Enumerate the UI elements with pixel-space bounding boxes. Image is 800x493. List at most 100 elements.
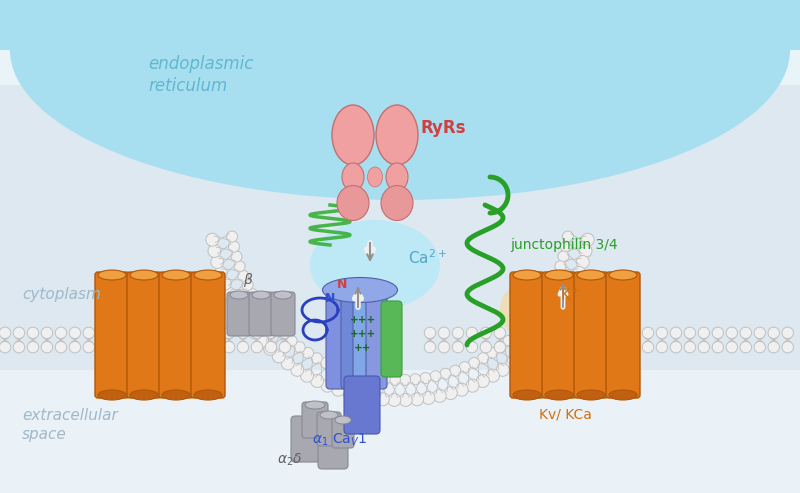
FancyBboxPatch shape: [606, 272, 640, 398]
Circle shape: [410, 374, 421, 385]
Circle shape: [496, 363, 510, 376]
Circle shape: [258, 306, 269, 317]
Circle shape: [311, 352, 322, 364]
Circle shape: [424, 327, 436, 339]
Circle shape: [562, 231, 574, 242]
Ellipse shape: [130, 270, 158, 280]
Circle shape: [265, 342, 277, 353]
Circle shape: [440, 368, 451, 379]
Ellipse shape: [10, 0, 790, 200]
Circle shape: [494, 342, 506, 353]
Circle shape: [531, 334, 544, 347]
Circle shape: [561, 241, 571, 252]
Circle shape: [628, 342, 640, 353]
Circle shape: [251, 342, 262, 353]
Text: $\alpha_1$ Ca$_V$1: $\alpha_1$ Ca$_V$1: [313, 432, 367, 448]
Circle shape: [251, 327, 262, 339]
Text: extracellular
space: extracellular space: [22, 408, 118, 442]
Text: $\alpha_2\delta$: $\alpha_2\delta$: [278, 452, 302, 468]
Circle shape: [684, 327, 695, 339]
Circle shape: [234, 307, 247, 320]
Circle shape: [27, 327, 38, 339]
FancyBboxPatch shape: [227, 292, 251, 336]
Circle shape: [495, 342, 506, 352]
Text: junctophilin 3/4: junctophilin 3/4: [510, 238, 618, 252]
Circle shape: [768, 327, 779, 339]
Circle shape: [238, 327, 249, 339]
Circle shape: [376, 393, 390, 406]
Circle shape: [684, 342, 695, 353]
Circle shape: [576, 255, 590, 269]
Circle shape: [422, 391, 435, 404]
Circle shape: [410, 393, 424, 406]
Ellipse shape: [194, 390, 222, 400]
Circle shape: [265, 327, 277, 339]
Circle shape: [754, 342, 766, 353]
Circle shape: [558, 298, 571, 311]
Circle shape: [223, 287, 236, 301]
Circle shape: [698, 327, 710, 339]
Circle shape: [290, 363, 304, 376]
Circle shape: [712, 342, 723, 353]
Circle shape: [476, 375, 490, 387]
Circle shape: [264, 314, 275, 325]
FancyBboxPatch shape: [381, 301, 402, 377]
Circle shape: [569, 277, 582, 290]
Circle shape: [278, 329, 290, 340]
Circle shape: [434, 389, 446, 402]
Text: K$^{+}$: K$^{+}$: [560, 286, 580, 304]
Circle shape: [365, 391, 378, 404]
Ellipse shape: [130, 390, 158, 400]
Circle shape: [238, 342, 249, 353]
FancyBboxPatch shape: [191, 272, 225, 398]
Circle shape: [330, 362, 341, 373]
FancyBboxPatch shape: [317, 412, 341, 446]
Circle shape: [0, 342, 10, 353]
Circle shape: [210, 327, 221, 339]
FancyBboxPatch shape: [510, 272, 544, 398]
Text: endoplasmic
reticulum: endoplasmic reticulum: [148, 55, 254, 95]
Ellipse shape: [513, 390, 541, 400]
Circle shape: [670, 327, 682, 339]
Circle shape: [282, 357, 294, 370]
FancyBboxPatch shape: [332, 417, 354, 448]
Circle shape: [514, 350, 528, 363]
Circle shape: [494, 327, 506, 339]
FancyBboxPatch shape: [318, 426, 348, 469]
Circle shape: [740, 327, 751, 339]
Ellipse shape: [609, 390, 637, 400]
Text: $\beta$: $\beta$: [242, 271, 254, 289]
Ellipse shape: [98, 270, 126, 280]
Circle shape: [342, 387, 356, 400]
Circle shape: [238, 270, 249, 282]
Text: ++: ++: [354, 343, 372, 353]
Circle shape: [359, 371, 370, 382]
Ellipse shape: [577, 270, 605, 280]
Ellipse shape: [609, 270, 637, 280]
Circle shape: [294, 342, 305, 352]
Circle shape: [564, 287, 577, 301]
Circle shape: [241, 317, 254, 330]
Circle shape: [768, 342, 779, 353]
Ellipse shape: [500, 275, 590, 345]
FancyBboxPatch shape: [341, 286, 362, 389]
Circle shape: [83, 327, 94, 339]
Circle shape: [248, 326, 261, 339]
Circle shape: [480, 342, 492, 353]
Circle shape: [55, 342, 66, 353]
Circle shape: [399, 393, 412, 406]
Circle shape: [712, 327, 723, 339]
Circle shape: [656, 327, 668, 339]
Circle shape: [452, 342, 464, 353]
Ellipse shape: [367, 167, 382, 187]
Circle shape: [581, 233, 594, 246]
Circle shape: [14, 327, 25, 339]
Circle shape: [420, 373, 431, 384]
Circle shape: [539, 326, 552, 339]
Ellipse shape: [310, 220, 440, 310]
Text: +++: +++: [350, 315, 376, 325]
FancyBboxPatch shape: [95, 272, 129, 398]
Circle shape: [782, 327, 794, 339]
Circle shape: [349, 368, 360, 379]
Circle shape: [229, 298, 242, 311]
